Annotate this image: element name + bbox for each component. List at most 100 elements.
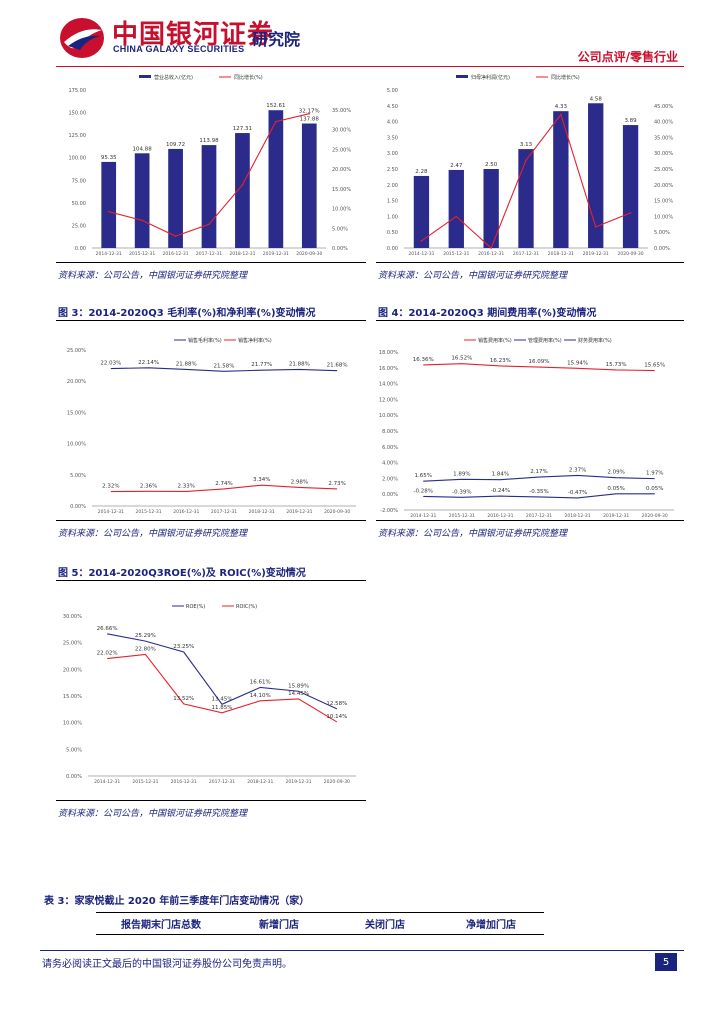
- growth-point: [141, 219, 143, 222]
- source-note: 资料来源：公司公告，中国银河证券研究院整理: [378, 529, 568, 539]
- data-label: 16.09%: [529, 359, 550, 365]
- growth-point: [490, 247, 492, 249]
- legend-label: ROIC(%): [236, 604, 257, 610]
- legend-line-label: 同比增长(%): [234, 74, 263, 81]
- x-tick-label: 2020-09-30: [642, 513, 668, 519]
- chart1-bottom-rule: [56, 262, 366, 263]
- table3-title: 表 3：家家悦截止 2020 年前三季度年门店变动情况（家）: [44, 896, 310, 907]
- x-tick-label: 2017-12-31: [196, 251, 222, 257]
- y-tick: 25.00%: [63, 641, 82, 647]
- x-tick-label: 2014-12-31: [94, 779, 120, 785]
- legend-label: ROE(%): [186, 604, 205, 610]
- y-left-tick: 2.00: [387, 183, 398, 189]
- data-label: 2.17%: [530, 469, 547, 475]
- x-tick-label: 2018-12-31: [229, 251, 255, 257]
- x-tick-label: 2019-12-31: [286, 509, 312, 515]
- data-label: 15.89%: [288, 683, 309, 689]
- y-left-tick: 4.50: [387, 104, 398, 110]
- data-label: -0.24%: [491, 488, 510, 494]
- bar: [622, 125, 639, 248]
- x-tick-label: 2017-12-31: [513, 251, 539, 257]
- y-left-tick: 0.00: [387, 246, 398, 252]
- y-tick: 20.00%: [63, 667, 82, 673]
- x-tick-label: 2016-12-31: [478, 251, 504, 257]
- y-tick: 10.00%: [379, 413, 398, 419]
- y-left-tick: 100.00: [69, 156, 87, 162]
- y-tick: 30.00%: [63, 614, 82, 620]
- data-label: 0.05%: [646, 486, 663, 492]
- revenue-chart: 营业总收入(亿元) 同比增长(%) 0.00 25.00 50.00 75.00 100.0…: [69, 74, 352, 257]
- y-right-tick: 5.00%: [332, 226, 348, 232]
- legend-bar-label: 归母净利润(亿元): [471, 74, 510, 81]
- bar-data-label: 152.61: [266, 103, 285, 109]
- fig5-rule: [56, 580, 366, 581]
- bar-data-label: 4.58: [590, 96, 603, 102]
- y-tick: 15.00%: [67, 410, 86, 416]
- y-right-tick: 40.00%: [654, 120, 673, 126]
- data-label: 2.33%: [178, 483, 195, 489]
- y-right-tick: 35.00%: [654, 135, 673, 141]
- y-tick: 16.00%: [379, 366, 398, 372]
- y-tick: 25.00%: [67, 348, 86, 354]
- data-label: 16.23%: [490, 358, 511, 364]
- x-tick-label: 2018-12-31: [548, 251, 574, 257]
- bar: [201, 145, 217, 248]
- x-tick-label: 2014-12-31: [410, 513, 436, 519]
- data-label: 16.36%: [413, 357, 434, 363]
- data-label: 23.25%: [173, 644, 194, 650]
- footer-rule: [40, 950, 684, 951]
- y-left-tick: 150.00: [69, 111, 87, 117]
- y-left-tick: 0.00: [75, 246, 86, 252]
- y-left-tick: 0.50: [387, 230, 398, 236]
- bar-data-label: 3.13: [520, 142, 533, 148]
- y-tick: 18.00%: [379, 350, 398, 356]
- growth-point: [525, 159, 527, 162]
- legend-label: 管理费用率(%): [528, 337, 562, 344]
- data-label: 1.97%: [646, 471, 663, 477]
- chart5-bottom-rule: [56, 800, 366, 801]
- bar-data-label: 4.33: [555, 104, 568, 110]
- chart4-bottom-rule: [376, 520, 684, 521]
- data-label: 26.66%: [97, 626, 118, 632]
- x-tick-label: 2019-12-31: [583, 251, 609, 257]
- y-right-tick: 15.00%: [654, 199, 673, 205]
- table3-header-total: 报告期末门店总数: [121, 920, 201, 931]
- data-label: 16.61%: [250, 679, 271, 685]
- y-tick: 6.00%: [382, 445, 398, 451]
- y-right-tick: 35.00%: [332, 108, 351, 114]
- series-line: [423, 363, 655, 372]
- growth-point: [308, 112, 311, 115]
- x-tick-label: 2019-12-31: [285, 779, 311, 785]
- y-right-tick: 30.00%: [332, 128, 351, 134]
- data-label: 21.58%: [214, 363, 235, 369]
- fig4-rule: [376, 320, 684, 321]
- y-tick: -2.00%: [380, 508, 398, 514]
- x-tick-label: 2014-12-31: [96, 251, 122, 257]
- x-tick-label: 2015-12-31: [129, 251, 155, 257]
- data-label: 2.74%: [215, 481, 232, 487]
- x-tick-label: 2019-12-31: [603, 513, 629, 519]
- x-tick-label: 2020-09-30: [296, 251, 322, 257]
- data-label: 15.73%: [606, 362, 627, 368]
- growth-point: [107, 210, 110, 213]
- data-label: 14.45%: [288, 691, 309, 697]
- margin-chart: 销售毛利率(%) 销售净利率(%) 0.00% 5.00% 10.00% 15.00% 20…: [67, 337, 356, 515]
- x-tick-label: 2016-12-31: [173, 509, 199, 515]
- y-left-tick: 50.00: [72, 201, 86, 207]
- y-left-tick: 175.00: [69, 88, 87, 94]
- data-label: 1.84%: [492, 472, 509, 478]
- data-label: -0.28%: [414, 488, 433, 494]
- legend-bar-swatch: [139, 75, 151, 78]
- net-profit-chart: 归母净利润(亿元) 同比增长(%) 0.00 0.50 1.00 1.50 2.00 2.50…: [387, 74, 673, 257]
- fig3-title: 图 3：2014-2020Q3 毛利率(%)和净利率(%)变动情况: [58, 308, 316, 319]
- legend-bar-label: 营业总收入(亿元): [154, 74, 193, 81]
- legend-label: 销售费用率(%): [478, 337, 512, 344]
- bar-data-label: 137.88: [300, 117, 320, 123]
- y-right-tick: 45.00%: [654, 104, 673, 110]
- table3-header-new: 新增门店: [259, 920, 299, 931]
- x-tick-label: 2019-12-31: [263, 251, 289, 257]
- y-right-tick: 10.00%: [332, 207, 351, 213]
- series-line: [423, 493, 655, 499]
- data-label: 13.45%: [212, 696, 233, 702]
- expense-ratio-chart: 销售费用率(%) 管理费用率(%) 财务费用率(%) -2.00% 0.00% 2.00%…: [379, 337, 674, 519]
